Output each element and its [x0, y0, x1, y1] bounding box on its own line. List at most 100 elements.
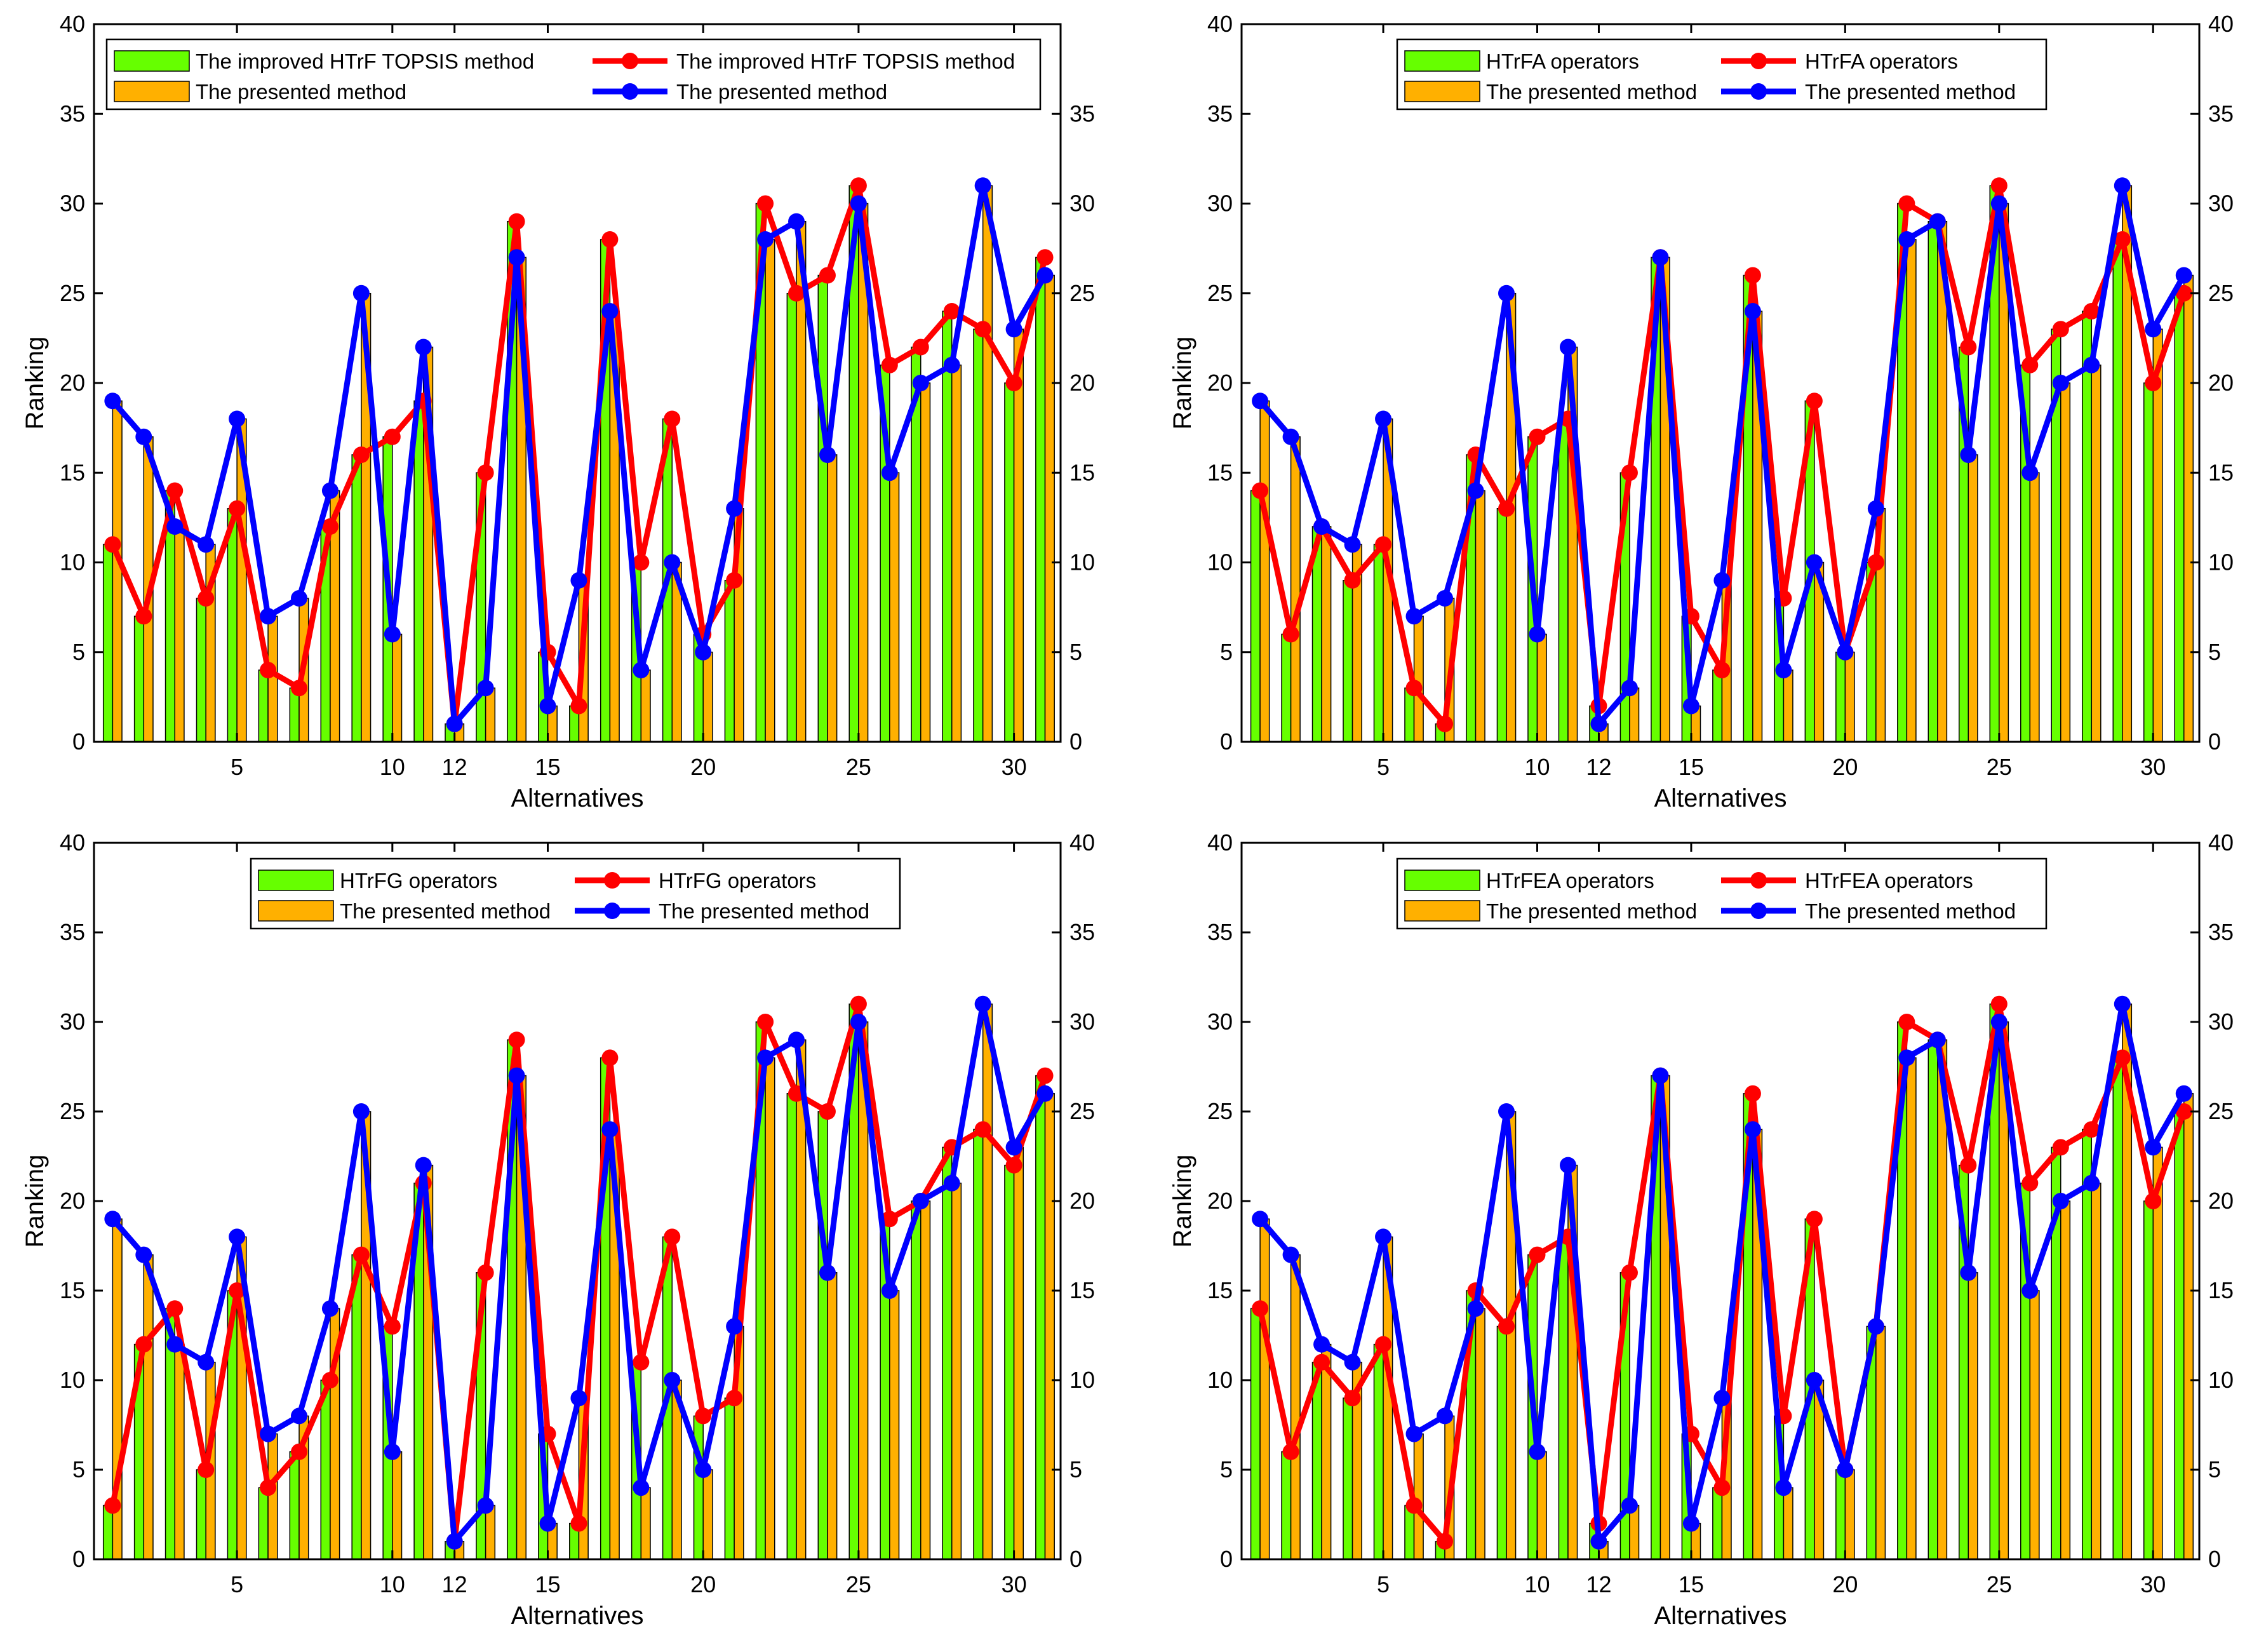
line-series-b-marker: [2114, 177, 2131, 194]
y-tick-label: 0: [72, 1546, 85, 1572]
x-tick-label: 20: [690, 754, 716, 780]
line-series-a-marker: [508, 1031, 525, 1049]
legend-box: [1396, 38, 2048, 111]
y2-tick-label: 20: [1069, 370, 1095, 396]
bar-series-a: [227, 508, 238, 742]
bar-series-b: [1475, 1308, 1485, 1560]
line-series-a-marker: [104, 536, 121, 553]
bar-series-b: [2091, 365, 2101, 742]
x-tick-label: 30: [2140, 754, 2166, 780]
bar-series-b: [2183, 274, 2194, 742]
line-series-b-marker: [1990, 1014, 2008, 1030]
x-tick-label: 20: [690, 1571, 716, 1597]
line-series-a-marker: [321, 518, 339, 535]
x-tick-label: 12: [1586, 1571, 1611, 1597]
line-series-b-marker: [570, 1390, 587, 1407]
line-series-a-marker: [570, 697, 587, 715]
line-series-b-marker: [1837, 1461, 1854, 1478]
y2-tick-label: 25: [2208, 1098, 2234, 1124]
legend-label-bar-b: The presented method: [1486, 80, 1697, 104]
line-series-b-marker: [943, 1174, 960, 1192]
bar-series-a: [2081, 1129, 2093, 1560]
line-series-b-marker: [1929, 1031, 1946, 1049]
line-series-b-marker: [912, 1193, 929, 1209]
line-series-b-marker: [384, 1443, 401, 1460]
bar-series-b: [174, 1343, 185, 1560]
line-series-a-marker: [1036, 1067, 1054, 1084]
line-series-a-marker: [1282, 626, 1299, 643]
bar-series-b: [702, 1469, 713, 1560]
legend-swatch-bar-b: [114, 81, 190, 102]
x-tick-label: 12: [442, 754, 467, 780]
line-series-b-marker: [1652, 249, 1669, 266]
legend-label-line-a: HTrFG operators: [659, 869, 816, 892]
bar-series-a: [1281, 633, 1292, 742]
x-tick-label: 30: [1002, 754, 1027, 780]
bar-series-a: [1373, 544, 1384, 742]
legend-swatch-bar-a: [1404, 870, 1480, 891]
line-series-a-marker: [2083, 1121, 2100, 1138]
line-series-b-marker: [912, 375, 929, 391]
y2-tick-label: 35: [2208, 100, 2234, 126]
line-series-a-marker: [1960, 339, 1977, 356]
line-series-b-marker: [539, 1515, 556, 1532]
x-tick-label: 10: [380, 754, 405, 780]
bar-series-a: [1035, 1075, 1046, 1560]
y2-tick-label: 25: [1069, 1098, 1095, 1124]
y2-tick-label: 30: [2208, 191, 2234, 217]
bar-series-b: [1044, 274, 1055, 742]
x-tick-label: 25: [846, 1571, 871, 1597]
bar-series-a: [693, 1415, 704, 1560]
line-series-a-marker: [1713, 1479, 1731, 1496]
bar-series-b: [827, 1272, 838, 1560]
legend-label-bar-a: HTrFA operators: [1486, 50, 1639, 73]
bar-series-a: [973, 328, 984, 742]
line-series-b-marker: [1375, 1228, 1392, 1246]
line-series-b-marker: [664, 1372, 681, 1388]
line-series-b-marker: [135, 1246, 152, 1263]
x-tick-label: 20: [1832, 754, 1858, 780]
legend-swatch-line-a-marker: [1750, 53, 1767, 69]
bar-series-b: [982, 185, 993, 742]
bar-series-b: [1044, 1093, 1055, 1560]
bar-series-a: [2112, 239, 2123, 742]
line-series-b-marker: [2175, 267, 2192, 284]
bar-series-b: [174, 526, 185, 742]
y2-tick-label: 30: [2208, 1009, 2234, 1035]
bar-series-a: [1281, 1451, 1292, 1560]
bar-series-a: [942, 1146, 953, 1560]
line-series-b-marker: [321, 1300, 339, 1317]
line-series-b-marker: [198, 1353, 215, 1371]
y-tick-label: 5: [72, 639, 85, 665]
line-series-b-marker: [2114, 995, 2131, 1012]
bar-series-b: [827, 454, 838, 742]
y2-tick-label: 20: [1069, 1188, 1095, 1214]
line-series-a-marker: [2175, 285, 2192, 302]
bar-series-b: [1536, 633, 1547, 742]
line-series-a-marker: [601, 231, 619, 248]
bar-series-b: [392, 633, 403, 742]
line-series-a-marker: [1437, 1533, 1454, 1550]
line-series-b-marker: [415, 339, 432, 356]
line-series-b-marker: [788, 1031, 805, 1049]
line-series-b-marker: [229, 410, 246, 427]
y-tick-label: 5: [72, 1456, 85, 1482]
bar-series-a: [1558, 1236, 1569, 1560]
bar-series-b: [2029, 1290, 2040, 1560]
bar-series-a: [2174, 1111, 2185, 1560]
bar-series-a: [1343, 1397, 1353, 1560]
line-series-b-marker: [104, 393, 121, 410]
y2-tick-label: 5: [1069, 1456, 1082, 1482]
line-series-a-marker: [2083, 303, 2100, 319]
line-series-b-marker: [508, 1067, 525, 1084]
line-series-b-marker: [664, 554, 681, 571]
bar-series-a: [258, 1487, 269, 1560]
legend: HTrFG operators The presented method HTrFG…: [250, 857, 901, 930]
line-series-b-marker: [384, 626, 401, 643]
line-series-b-marker: [2175, 1085, 2192, 1102]
y-tick-label: 20: [1207, 370, 1233, 396]
line-series-b-marker: [229, 1228, 246, 1246]
bar-series-b: [889, 472, 900, 742]
bar-series-b: [267, 1433, 278, 1560]
bar-series-b: [2091, 1183, 2101, 1560]
